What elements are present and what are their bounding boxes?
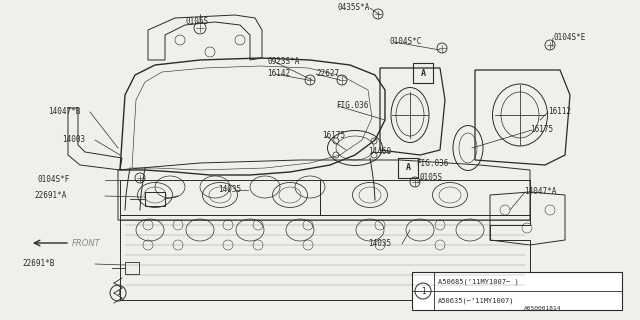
Text: 14047*A: 14047*A xyxy=(524,188,556,196)
Text: A50685(’11MY1007− ): A50685(’11MY1007− ) xyxy=(438,278,519,285)
Text: 14460: 14460 xyxy=(368,148,391,156)
Text: 16175: 16175 xyxy=(530,125,553,134)
Text: 14047*B: 14047*B xyxy=(48,108,81,116)
Text: 0104S*F: 0104S*F xyxy=(38,175,70,185)
Text: 16175: 16175 xyxy=(322,132,345,140)
Text: 0435S*A: 0435S*A xyxy=(338,4,371,12)
Text: 0105S: 0105S xyxy=(185,18,208,27)
Text: FRONT: FRONT xyxy=(72,239,100,249)
Text: 14035: 14035 xyxy=(218,186,241,195)
Bar xyxy=(125,262,139,274)
Text: 22691*A: 22691*A xyxy=(34,191,67,201)
Text: 0104S*E: 0104S*E xyxy=(553,34,586,43)
Text: A50635(−’11MY1007): A50635(−’11MY1007) xyxy=(438,297,515,304)
Text: 16142: 16142 xyxy=(267,69,290,78)
Text: 0923S*A: 0923S*A xyxy=(267,58,300,67)
Text: 1: 1 xyxy=(116,290,120,296)
Text: 16112: 16112 xyxy=(548,108,571,116)
Text: 14035: 14035 xyxy=(368,239,391,249)
Text: FIG.036: FIG.036 xyxy=(336,101,369,110)
Bar xyxy=(412,272,622,310)
Text: 0105S: 0105S xyxy=(420,173,443,182)
Text: 22691*B: 22691*B xyxy=(22,260,54,268)
Text: A: A xyxy=(406,164,410,172)
Text: A: A xyxy=(420,68,426,77)
Text: 14003: 14003 xyxy=(62,135,85,145)
Text: 0104S*C: 0104S*C xyxy=(390,37,422,46)
Text: 1: 1 xyxy=(420,286,426,295)
Text: FIG.036: FIG.036 xyxy=(416,159,449,169)
Bar xyxy=(145,192,165,206)
Text: A050001814: A050001814 xyxy=(524,306,561,310)
Text: 22627: 22627 xyxy=(316,69,339,78)
